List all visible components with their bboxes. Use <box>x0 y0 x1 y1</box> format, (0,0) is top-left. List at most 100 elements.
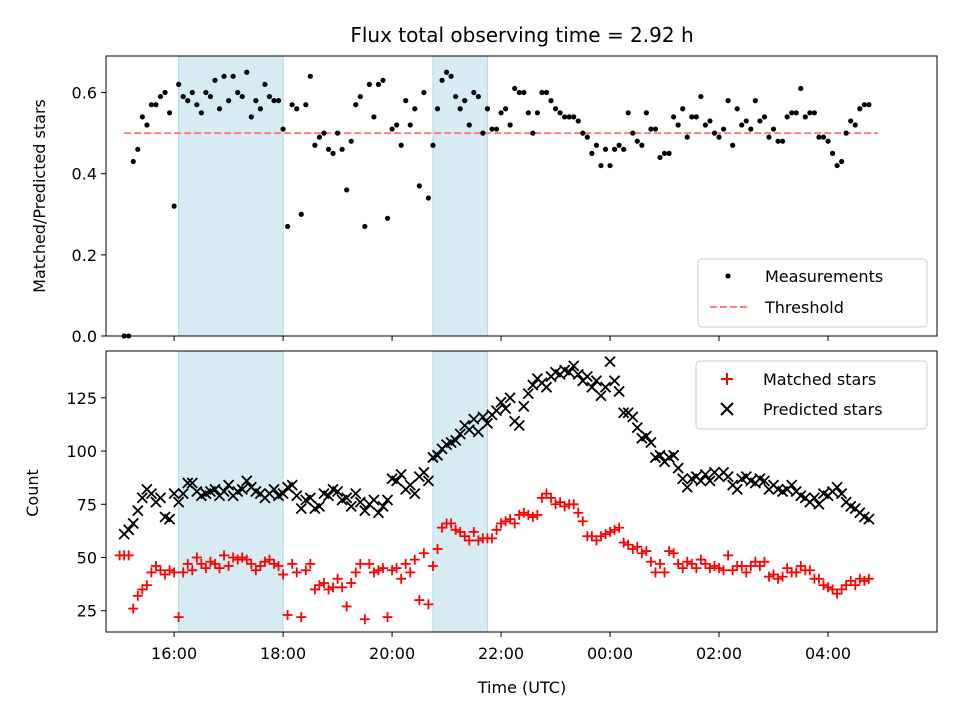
predicted-star-point <box>572 368 584 381</box>
matched-star-point <box>287 558 298 569</box>
measurement-point <box>171 203 177 209</box>
measurement-point <box>557 110 563 116</box>
measurement-point <box>235 89 241 96</box>
predicted-star-point <box>518 400 530 412</box>
measurement-point <box>412 106 418 112</box>
matched-star-point <box>505 514 516 525</box>
matched-star-point <box>273 561 284 572</box>
measurement-point <box>380 77 386 83</box>
matched-star-point <box>550 499 561 510</box>
matched-star-point <box>691 563 702 574</box>
matched-star-point <box>269 558 280 569</box>
matched-star-point <box>246 558 257 569</box>
predicted-star-point <box>454 428 466 440</box>
bottom-axes-frame <box>105 350 938 633</box>
matched-star-point <box>178 567 189 578</box>
bottom-x-ticks: 16:00 18:00 20:00 22:00 00:00 02:00 04:00 <box>151 632 851 663</box>
matched-star-point <box>296 612 307 623</box>
measurement-point <box>275 98 282 104</box>
matched-star-point <box>328 582 339 593</box>
matched-star-point <box>364 558 375 569</box>
matched-star-point <box>214 563 225 574</box>
predicted-star-point <box>345 500 357 513</box>
matched-star-point <box>782 563 793 574</box>
bottom-panel: 25 50 75 100 125 16:00 18:00 20:00 22:00 00:00 02… <box>23 350 938 697</box>
measurement-point <box>203 89 209 96</box>
predicted-star-point <box>395 468 407 481</box>
top-panel: 0.0 0.2 0.4 0.6 Matched/Predicted stars Mea… <box>30 55 938 346</box>
measurement-point <box>689 114 695 120</box>
matched-star-point <box>405 567 416 578</box>
matched-star-point <box>759 556 770 567</box>
measurement-point <box>162 89 168 96</box>
legend-marker-matched-stars <box>721 373 733 385</box>
measurement-point <box>194 102 200 108</box>
matched-star-point <box>232 554 243 565</box>
matched-star-point <box>745 561 756 572</box>
bottom-y-axis-label: Count <box>23 469 42 517</box>
y-tick-label: 0.6 <box>72 84 97 103</box>
matched-star-point <box>500 516 511 527</box>
matched-star-point <box>160 569 171 580</box>
predicted-star-point <box>168 487 180 500</box>
measurement-point <box>403 98 409 104</box>
measurement-point <box>639 142 645 148</box>
measurement-point <box>866 102 872 108</box>
matched-star-point <box>350 567 361 578</box>
measurement-point <box>580 130 586 136</box>
matched-star-point <box>618 537 629 548</box>
measurement-point <box>543 89 550 96</box>
predicted-star-point <box>322 490 335 502</box>
predicted-star-point <box>722 470 734 483</box>
matched-star-point <box>128 603 139 614</box>
legend-label-matched-stars: Matched stars <box>763 370 876 389</box>
predicted-star-point <box>145 487 158 500</box>
bottom-legend: Matched stars Predicted stars <box>695 360 928 430</box>
matched-star-point <box>650 567 661 578</box>
predicted-star-point <box>627 411 639 423</box>
matched-star-point <box>773 573 784 584</box>
measurement-point <box>516 89 522 96</box>
measurement-point <box>348 138 354 144</box>
measurement-point <box>625 110 631 116</box>
measurement-point <box>266 93 273 100</box>
measurement-point <box>571 114 577 120</box>
x-tick-label: 20:00 <box>369 644 415 663</box>
measurement-point <box>207 93 214 100</box>
measurement-point <box>198 110 204 116</box>
matched-star-point <box>300 565 311 576</box>
predicted-star-point <box>495 396 507 408</box>
matched-star-point <box>196 558 207 569</box>
measurement-point <box>330 150 336 156</box>
matched-star-point <box>473 535 484 546</box>
matched-star-point <box>468 526 479 537</box>
measurement-point <box>148 102 155 108</box>
measurement-point <box>294 106 300 112</box>
matched-star-point <box>609 524 620 535</box>
measurement-point <box>589 150 595 156</box>
predicted-star-point <box>354 496 366 508</box>
measurement-point <box>185 98 191 104</box>
x-tick-label: 00:00 <box>587 644 633 663</box>
measurement-point <box>280 126 286 132</box>
measurement-point <box>539 89 545 96</box>
matched-star-point <box>741 567 752 578</box>
matched-star-point <box>150 561 161 572</box>
matched-star-point <box>655 558 665 569</box>
measurement-point <box>425 195 432 201</box>
matched-star-point <box>486 533 497 544</box>
measurement-point <box>353 102 359 108</box>
matched-star-point <box>414 595 425 606</box>
matched-star-point <box>509 518 520 529</box>
measurement-point <box>303 102 309 108</box>
measurement-point <box>852 122 858 128</box>
measurement-point <box>802 114 808 120</box>
predicted-star-point <box>618 407 630 419</box>
measurement-point <box>793 110 799 116</box>
bottom-y-ticks: 25 50 75 100 125 <box>66 389 106 621</box>
predicted-star-point <box>813 498 825 510</box>
predicted-star-point <box>831 481 843 493</box>
predicted-star-point <box>677 473 689 485</box>
measurement-point <box>711 130 718 136</box>
measurement-point <box>157 93 164 100</box>
